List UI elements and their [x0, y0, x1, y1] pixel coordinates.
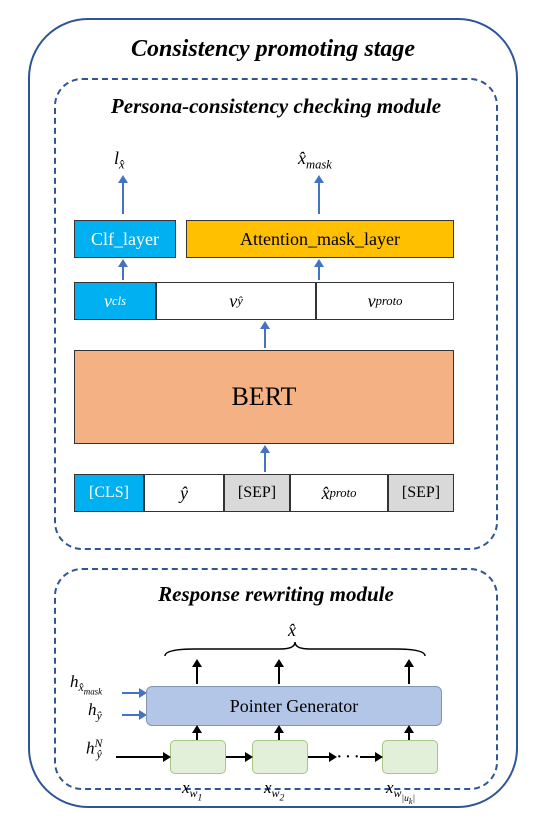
bert-block: BERT: [74, 350, 454, 444]
arrow-cell1-to-cell2: [226, 756, 246, 758]
arrow-pg-out-1: [196, 666, 198, 684]
arrow-cell1-up: [196, 732, 198, 740]
arrow-input-to-bert: [264, 452, 266, 472]
xw1-label: xw1: [182, 778, 202, 804]
consistency-promoting-stage: Consistency promoting stage Persona-cons…: [28, 18, 518, 808]
input-cls-label: [CLS]: [89, 484, 129, 502]
arrow-cell3-up: [408, 732, 410, 740]
clf-layer-label: Clf_layer: [91, 229, 159, 250]
output-l-x: lx̂: [114, 148, 125, 173]
rnn-cell-2: [252, 740, 308, 774]
rewriting-module-title: Response rewriting module: [56, 582, 496, 607]
attention-mask-layer: Attention_mask_layer: [186, 220, 454, 258]
attention-mask-layer-label: Attention_mask_layer: [240, 229, 400, 250]
checking-module-title: Persona-consistency checking module: [56, 94, 496, 119]
input-sep2: [SEP]: [388, 474, 454, 512]
arrow-pg-out-2: [278, 666, 280, 684]
arrow-vcls-to-clf: [122, 266, 124, 280]
stage-title: Consistency promoting stage: [30, 36, 516, 63]
h-yN-label: hNŷ: [86, 736, 102, 762]
v-proto-cell: vproto: [316, 282, 454, 320]
arrow-cell2-to-dots: [308, 756, 330, 758]
rnn-cell-3: [382, 740, 438, 774]
arrow-attn-to-xmask: [318, 182, 320, 214]
v-y-cell: vŷ: [156, 282, 316, 320]
brace-icon: [160, 640, 430, 658]
arrow-hy-in: [122, 714, 140, 716]
input-y: ŷ: [144, 474, 224, 512]
arrow-bert-to-vec: [264, 328, 266, 348]
pointer-generator: Pointer Generator: [146, 686, 442, 726]
pointer-generator-label: Pointer Generator: [230, 696, 358, 717]
arrow-hyN-to-cell1: [116, 756, 164, 758]
arrow-hxmask-in: [122, 692, 140, 694]
arrow-vy-to-attn: [318, 266, 320, 280]
input-cls: [CLS]: [74, 474, 144, 512]
input-sep1: [SEP]: [224, 474, 290, 512]
v-cls-cell: vcls: [74, 282, 156, 320]
output-x-hat: x̂: [288, 620, 296, 641]
xw2-label: xw2: [264, 778, 284, 804]
input-xproto: x̂proto: [290, 474, 388, 512]
rnn-dots: ···: [336, 746, 362, 769]
input-sep1-label: [SEP]: [238, 484, 276, 502]
rnn-cell-1: [170, 740, 226, 774]
bert-label: BERT: [232, 382, 297, 412]
output-x-mask: x̂mask: [298, 148, 332, 173]
arrow-cell2-up: [278, 732, 280, 740]
arrow-pg-out-3: [408, 666, 410, 684]
clf-layer: Clf_layer: [74, 220, 176, 258]
h-y-label: hŷ: [88, 700, 102, 723]
xwuk-label: xw|uk|: [386, 778, 415, 806]
h-xmask-label: hx̂mask: [70, 672, 102, 697]
input-sep2-label: [SEP]: [402, 484, 440, 502]
arrow-dots-to-cell3: [360, 756, 376, 758]
input-y-label: ŷ: [180, 483, 188, 504]
arrow-clf-to-lx: [122, 182, 124, 214]
